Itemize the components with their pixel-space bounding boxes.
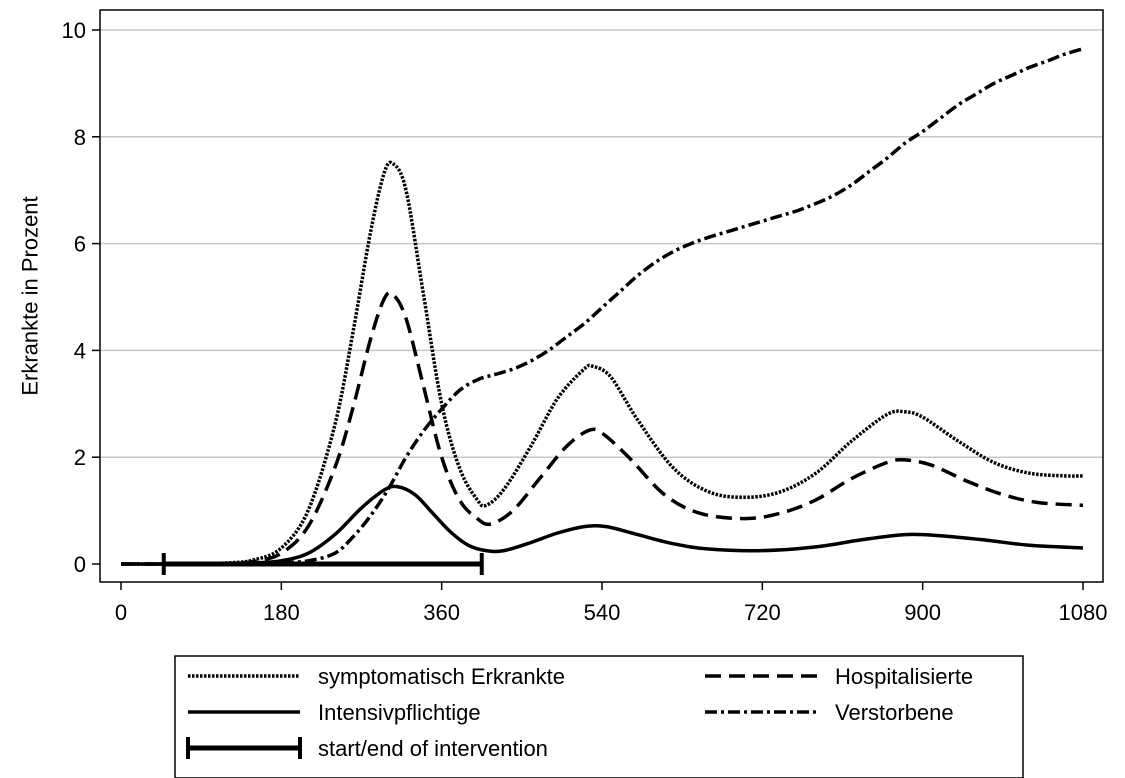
legend-label: symptomatisch Erkrankte [318,664,565,689]
grid-lines [100,29,1103,458]
intervention-bar [161,553,484,575]
series-line-1 [120,160,1084,566]
x-tick-label: 180 [263,600,300,625]
y-tick-label: 8 [74,125,86,150]
y-tick-label: 10 [62,18,86,43]
plot-frame [99,9,1104,583]
series-lines [120,47,1084,566]
y-tick-label: 4 [74,338,86,363]
series-line-2 [120,290,1084,566]
x-axis: 0 180 360 540 720 900 1080 [115,582,1108,625]
x-tick-label: 540 [584,600,621,625]
series-line-3 [120,484,1084,566]
x-tick-label: 720 [744,600,781,625]
x-tick-label: 1080 [1059,600,1108,625]
legend-box [174,655,1024,778]
legend: symptomatisch Erkrankte Hospitalisierte In… [174,655,1024,778]
x-tick-label: 900 [904,600,941,625]
y-tick-label: 6 [74,232,86,257]
y-axis: 0 2 4 6 8 10 [62,18,100,577]
y-axis-label: Erkrankte in Prozent [18,196,43,395]
series-line-4 [120,47,1084,566]
legend-label: start/end of intervention [318,736,548,761]
legend-label: Hospitalisierte [835,664,973,689]
y-tick-label: 0 [74,552,86,577]
x-tick-label: 0 [115,600,127,625]
y-tick-label: 2 [74,445,86,470]
x-tick-label: 360 [423,600,460,625]
legend-label: Verstorbene [835,700,954,725]
legend-label: Intensivpflichtige [318,700,481,725]
